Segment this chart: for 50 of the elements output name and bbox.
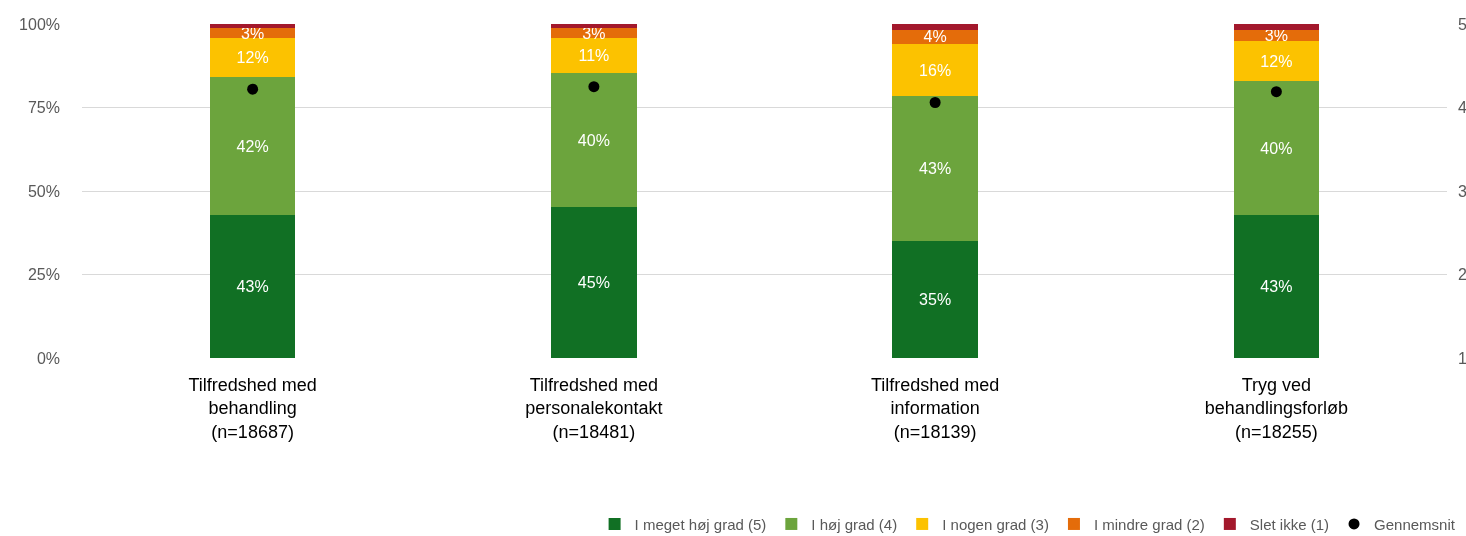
x-tick-label: Tilfredshed med personalekontakt (n=18481) bbox=[525, 375, 663, 442]
x-tick-label: Tilfredshed med information (n=18139) bbox=[870, 375, 1000, 442]
bar bbox=[892, 43, 978, 97]
bar bbox=[892, 240, 978, 358]
data-label: 16% bbox=[919, 61, 952, 79]
bar bbox=[209, 24, 296, 29]
data-label: 43% bbox=[1260, 278, 1293, 296]
data-label: 12% bbox=[1260, 52, 1293, 70]
y2-tick-label: 5 bbox=[1458, 15, 1466, 33]
bar bbox=[551, 24, 637, 29]
data-label: 45% bbox=[577, 273, 610, 291]
data-label: 40% bbox=[577, 131, 610, 149]
legend-label: I meget høj grad (5) bbox=[634, 515, 767, 533]
bar bbox=[551, 206, 637, 358]
bar bbox=[1233, 215, 1320, 358]
bar bbox=[209, 76, 296, 216]
y2-tick-label: 2 bbox=[1458, 266, 1466, 284]
bar bbox=[1233, 81, 1320, 216]
bar bbox=[209, 37, 296, 77]
data-label: 42% bbox=[236, 137, 269, 155]
y-tick-label: 100% bbox=[19, 15, 60, 33]
y-tick-label: 25% bbox=[27, 266, 60, 284]
bar bbox=[209, 215, 296, 358]
x-tick-label: Tilfredshed med behandling (n=18687) bbox=[188, 375, 317, 442]
y-tick-label: 0% bbox=[36, 349, 60, 367]
y2-tick-label: 3 bbox=[1458, 182, 1466, 200]
data-label: 40% bbox=[1260, 139, 1293, 157]
y2-tick-label: 4 bbox=[1458, 99, 1466, 117]
legend-label: I nogen grad (3) bbox=[942, 515, 1049, 533]
bar bbox=[551, 73, 637, 207]
data-label: 11% bbox=[578, 47, 610, 65]
y-tick-label: 50% bbox=[27, 182, 60, 200]
x-tick-label: Tryg ved behandlingsforløb (n=18255) bbox=[1204, 375, 1348, 442]
legend-label: I mindre grad (2) bbox=[1093, 515, 1205, 533]
legend-label: Gennemsnit bbox=[1374, 515, 1456, 533]
bar bbox=[892, 96, 978, 241]
bar bbox=[892, 24, 978, 30]
legend-label: Slet ikke (1) bbox=[1249, 515, 1330, 533]
data-label: 35% bbox=[919, 290, 952, 308]
bar bbox=[551, 37, 637, 74]
y-tick-label: 75% bbox=[27, 99, 60, 117]
legend-label: I høj grad (4) bbox=[811, 515, 898, 533]
data-label: 43% bbox=[919, 160, 952, 178]
bar bbox=[1233, 24, 1320, 30]
data-label: 4% bbox=[923, 28, 947, 46]
bar bbox=[1233, 41, 1320, 82]
y2-tick-label: 1 bbox=[1458, 349, 1466, 367]
bar bbox=[551, 28, 637, 38]
data-label: 43% bbox=[236, 278, 269, 296]
data-label: 12% bbox=[236, 48, 269, 66]
